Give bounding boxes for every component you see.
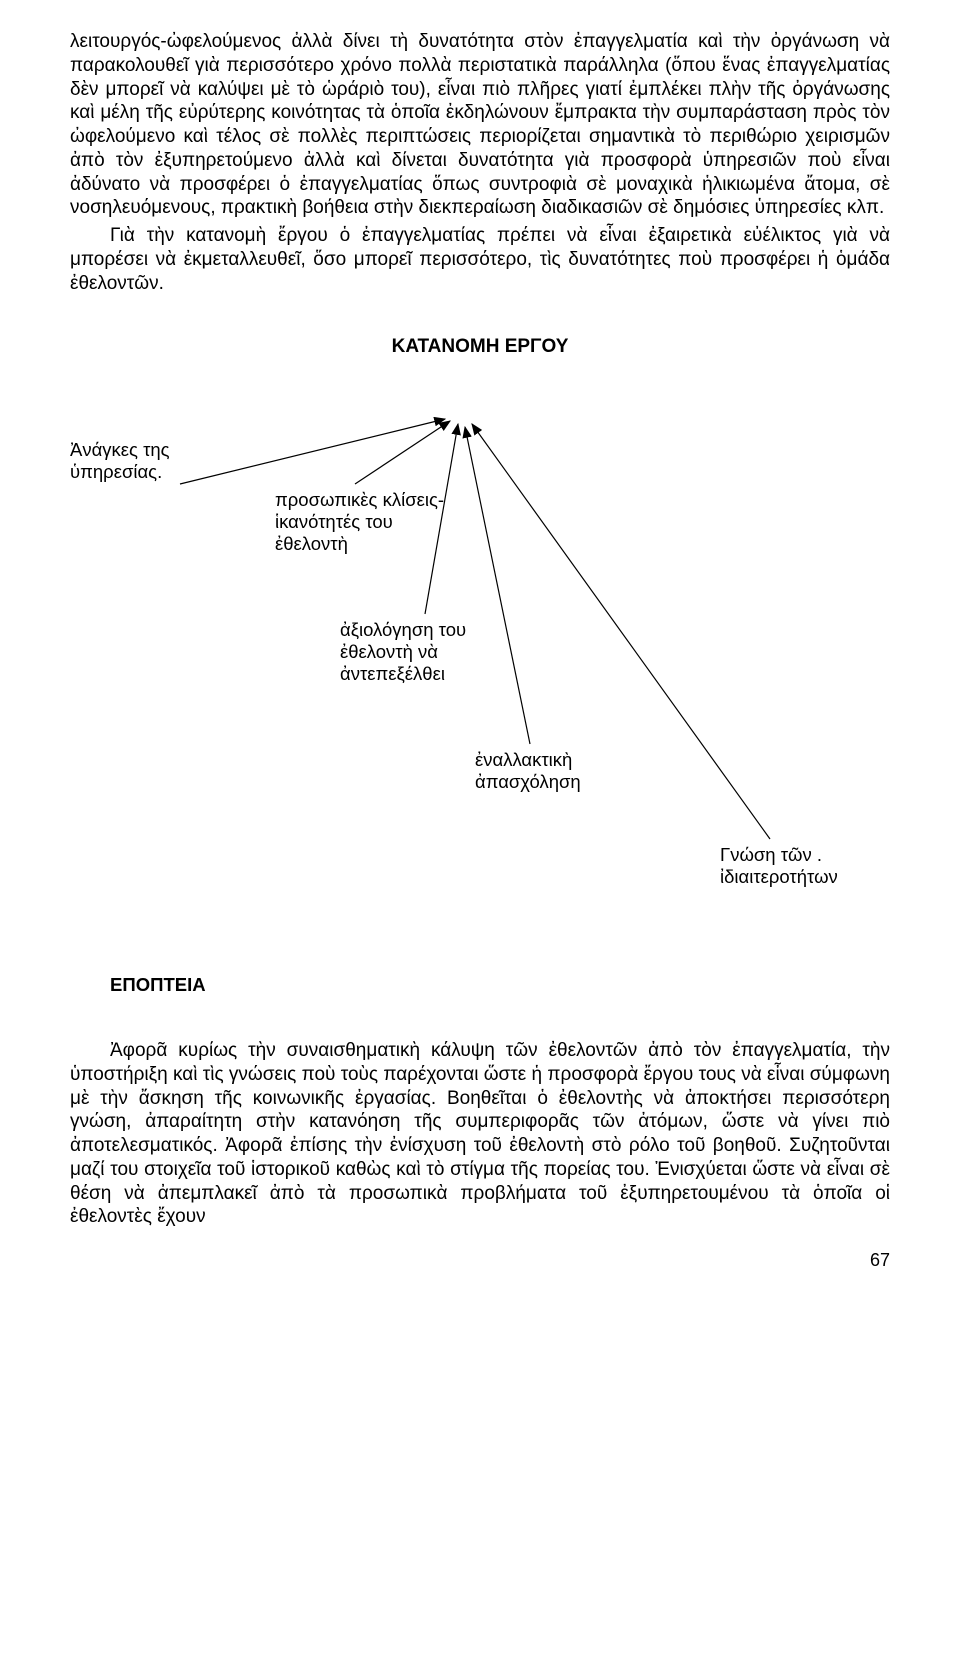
page-number: 67 [70,1249,890,1272]
diagram-arrows [70,399,890,1019]
paragraph-1: λειτουργός-ὠφελούμενος ἀλλὰ δίνει τὴ δυν… [70,30,890,220]
heading-katanomi: ΚΑΤΑΝΟΜΗ ΕΡΓΟΥ [70,335,890,359]
diagram-edge [355,421,450,484]
diagram-node-n5: Γνώση τῶν . ἰδιαιτεροτήτων [720,844,838,888]
diagram-node-n1: Ἀνάγκες της ὑπηρεσίας. [70,439,170,483]
diagram-edge [465,427,530,744]
diagram-node-n3: ἀξιολόγηση του ἐθελοντὴ νὰ ἀντεπεξέλθει [340,619,466,686]
katanomi-diagram: Ἀνάγκες της ὑπηρεσίας. προσωπικὲς κλίσεις… [70,399,890,1019]
paragraph-3: Ἀφορᾶ κυρίως τὴν συναισθηματικὴ κάλυψη τ… [70,1039,890,1229]
diagram-node-n6: ΕΠΟΠΤΕΙΑ [110,974,206,996]
document-page: λειτουργός-ὠφελούμενος ἀλλὰ δίνει τὴ δυν… [0,0,960,1292]
diagram-node-n2: προσωπικὲς κλίσεις- ἱκανότητές του ἐθελο… [275,489,444,556]
diagram-edge [180,419,445,484]
diagram-node-n4: ἐναλλακτικὴ ἀπασχόληση [475,749,581,793]
paragraph-2: Γιὰ τὴν κατανομὴ ἔργου ὁ ἐπαγγελματίας π… [70,224,890,295]
